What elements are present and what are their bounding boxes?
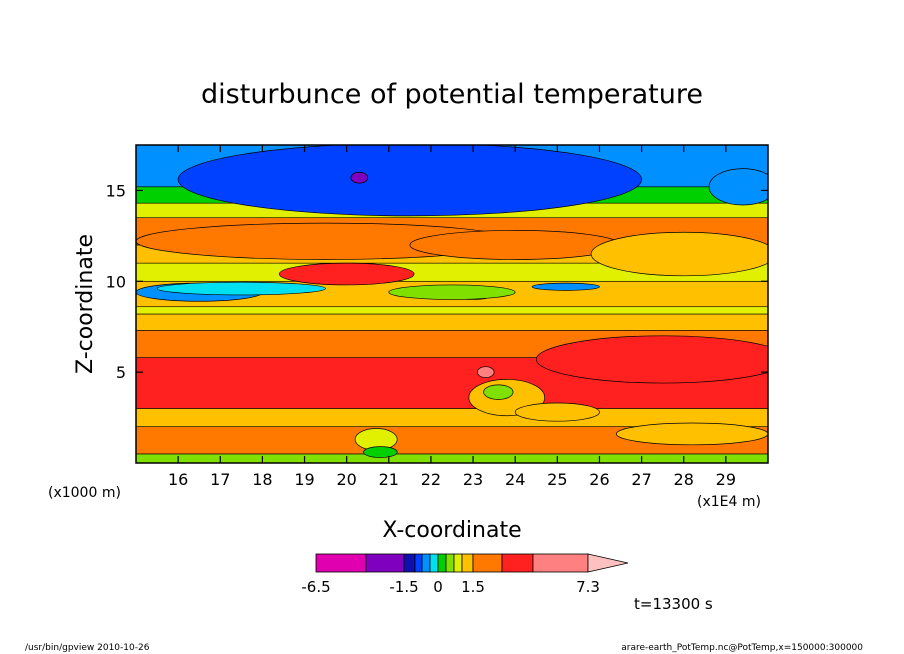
x-tick-label: 26 <box>589 470 609 489</box>
contour-region-18 <box>615 422 768 446</box>
x-tick-label: 21 <box>379 470 399 489</box>
contour-region-7 <box>278 262 415 286</box>
colorbar-swatch-11 <box>501 553 534 573</box>
x-tick-label: 28 <box>674 470 694 489</box>
x-tick-label: 23 <box>463 470 483 489</box>
colorbar <box>315 553 629 573</box>
x-tick-label: 27 <box>631 470 651 489</box>
y-axis: 5 10 15 <box>106 181 768 382</box>
footer-right: arare-earth_PotTemp.nc@PotTemp,x=150000:… <box>621 643 863 653</box>
contour-band-6 <box>136 306 768 315</box>
colorbar-swatch-9 <box>461 553 474 573</box>
y-tick-label: 15 <box>106 181 126 200</box>
x-unit-right: (x1E4 m) <box>697 494 761 510</box>
colorbar-swatch-0 <box>315 553 367 573</box>
y-tick-label: 5 <box>116 363 126 382</box>
contour-band-5 <box>136 313 768 331</box>
contour-region-9 <box>156 281 326 296</box>
x-tick-label: 24 <box>505 470 525 489</box>
contour-region-16 <box>483 384 514 400</box>
x-tick-label: 18 <box>252 470 272 489</box>
time-label: t=13300 s <box>634 595 713 613</box>
x-tick-label: 19 <box>294 470 314 489</box>
contour-region-3 <box>350 171 369 184</box>
y-axis-title: Z-coordinate <box>73 234 98 374</box>
colorbar-swatch-2 <box>403 553 416 573</box>
contour-region-5 <box>409 230 621 260</box>
colorbar-labels: -6.5 -1.5 0 1.5 7.3 <box>301 578 600 596</box>
colorbar-swatch-10 <box>472 553 503 573</box>
contour-region-13 <box>535 335 768 384</box>
contour-region-17 <box>514 402 600 422</box>
contour-band-0 <box>136 453 768 463</box>
colorbar-tick-label: 7.3 <box>576 578 600 596</box>
contour-region-14 <box>476 366 495 378</box>
colorbar-swatch-8 <box>453 553 463 573</box>
colorbar-swatch-12 <box>532 553 589 573</box>
plot-area <box>135 144 769 464</box>
colorbar-tick-label: -1.5 <box>389 578 418 596</box>
colorbar-swatch-7 <box>445 553 455 573</box>
contour-region-11 <box>531 282 600 291</box>
contour-region-20 <box>363 446 398 458</box>
colorbar-swatch-5 <box>429 553 439 573</box>
x-axis: 16 17 18 19 20 21 22 23 24 25 26 27 28 29 <box>168 145 736 489</box>
contour-region-2 <box>708 168 768 206</box>
colorbar-swatch-6 <box>437 553 447 573</box>
x-unit-left: (x1000 m) <box>48 485 121 501</box>
colorbar-swatch-4 <box>421 553 431 573</box>
x-tick-label: 17 <box>210 470 230 489</box>
colorbar-swatch-3 <box>414 553 423 573</box>
contour-region-6 <box>590 231 768 277</box>
colorbar-tick-label: 1.5 <box>461 578 485 596</box>
x-tick-label: 25 <box>547 470 567 489</box>
colorbar-tick-label: 0 <box>433 578 443 596</box>
contour-field <box>136 145 768 463</box>
chart-title: disturbunce of potential temperature <box>201 79 703 110</box>
plot-frame <box>135 144 769 464</box>
x-tick-label: 16 <box>168 470 188 489</box>
colorbar-swatch-1 <box>365 553 405 573</box>
footer-left: /usr/bin/gpview 2010-10-26 <box>25 643 150 653</box>
x-axis-title: X-coordinate <box>382 518 521 543</box>
x-tick-label: 22 <box>421 470 441 489</box>
contour-region-1 <box>177 145 642 217</box>
contour-region-12 <box>388 284 516 300</box>
x-tick-label: 20 <box>336 470 356 489</box>
colorbar-tick-label: -6.5 <box>301 578 330 596</box>
x-tick-label: 29 <box>716 470 736 489</box>
y-tick-label: 10 <box>106 272 126 291</box>
colorbar-arrow <box>587 553 629 573</box>
